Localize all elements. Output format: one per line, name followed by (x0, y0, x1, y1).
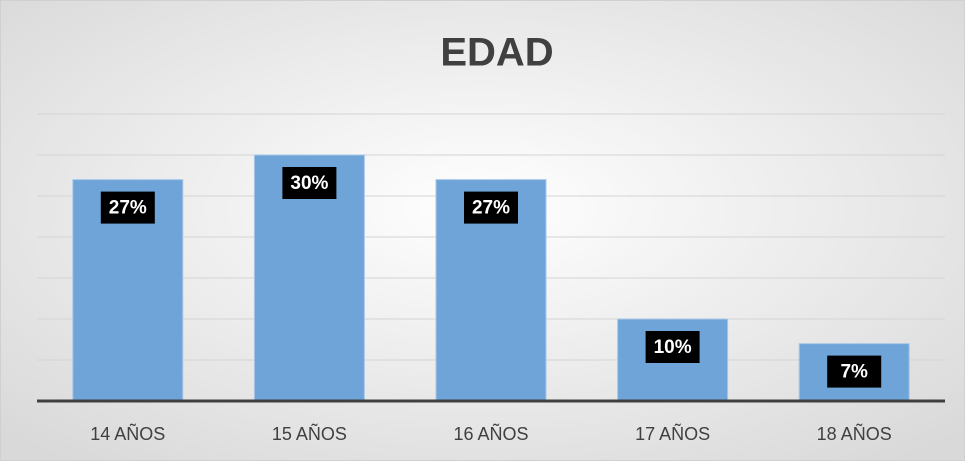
x-tick-label: 14 AÑOS (90, 423, 165, 444)
data-label-box (827, 355, 882, 388)
data-label: 27% (472, 198, 510, 219)
data-label: 10% (654, 337, 692, 358)
data-label-box (645, 331, 700, 363)
data-label: 27% (109, 198, 147, 219)
x-tick-label: 18 AÑOS (817, 423, 892, 444)
data-label: 30% (290, 173, 328, 194)
x-tick-label: 17 AÑOS (635, 423, 710, 444)
data-label-box (464, 191, 518, 224)
data-label-box (282, 167, 337, 199)
data-label-box (100, 191, 155, 224)
data-label: 7% (840, 362, 868, 383)
x-tick-label: 15 AÑOS (272, 423, 347, 444)
x-tick-label: 16 AÑOS (453, 423, 528, 444)
chart-title: EDAD (440, 31, 553, 75)
